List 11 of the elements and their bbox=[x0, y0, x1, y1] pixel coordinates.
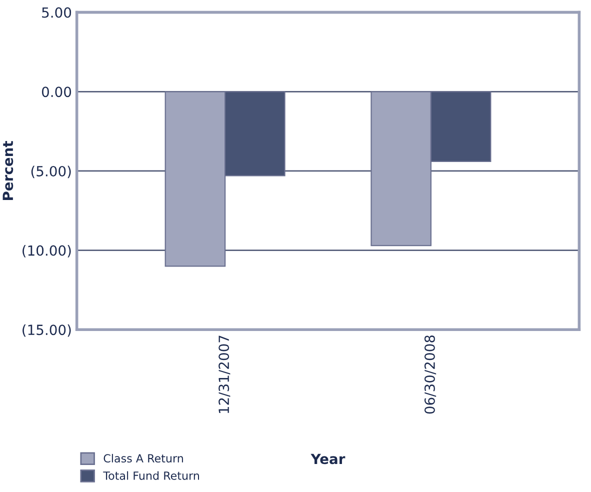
y-tick-label: (10.00) bbox=[22, 245, 71, 258]
y-tick-label: (15.00) bbox=[22, 324, 71, 337]
x-tick-label: 12/31/2007 bbox=[218, 336, 230, 414]
y-tick-label: 0.00 bbox=[42, 86, 72, 98]
y-axis-title: Percent bbox=[2, 140, 14, 200]
y-tick-label: (5.00) bbox=[31, 166, 71, 178]
y-tick-label: 5.00 bbox=[42, 7, 72, 18]
x-tick-label: 06/30/2008 bbox=[424, 335, 436, 414]
legend-label: Total Fund Return bbox=[103, 471, 199, 480]
legend-label: Class A Return bbox=[104, 454, 183, 463]
x-axis-title: Year bbox=[310, 454, 346, 464]
